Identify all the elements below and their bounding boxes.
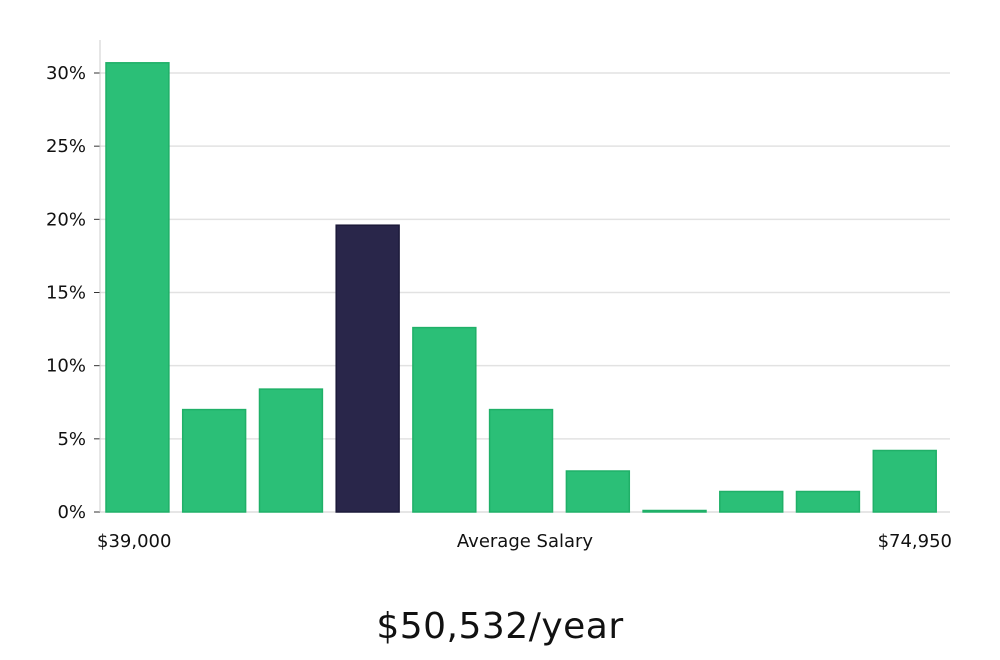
x-max-label: $74,950 <box>878 531 952 552</box>
y-tick-label: 15% <box>46 283 86 304</box>
x-min-label: $39,000 <box>97 531 171 552</box>
bar <box>105 62 170 513</box>
bar <box>488 408 554 513</box>
y-axis-ticks: 0% 5% 10% 15% 20% 25% 30% <box>46 63 100 523</box>
average-salary-value: $50,532/year <box>376 606 624 647</box>
bar-highlighted <box>335 224 400 513</box>
bar <box>719 490 784 513</box>
y-tick-label: 10% <box>46 356 86 377</box>
bar <box>565 470 631 513</box>
y-tick-label: 0% <box>57 502 86 523</box>
gridlines <box>100 72 950 440</box>
y-tick-label: 30% <box>46 63 86 84</box>
bar <box>795 490 861 513</box>
bar <box>872 449 937 513</box>
y-tick-label: 25% <box>46 136 86 157</box>
bar <box>181 408 247 513</box>
x-axis-title: Average Salary <box>457 531 594 552</box>
y-tick-label: 20% <box>46 209 86 230</box>
y-tick-label: 5% <box>57 429 86 450</box>
bar <box>412 326 477 513</box>
bar <box>642 509 707 513</box>
bars <box>105 62 937 513</box>
salary-histogram: 0% 5% 10% 15% 20% 25% 30% $39,000 Average Sala… <box>46 40 952 552</box>
bar <box>258 388 324 513</box>
